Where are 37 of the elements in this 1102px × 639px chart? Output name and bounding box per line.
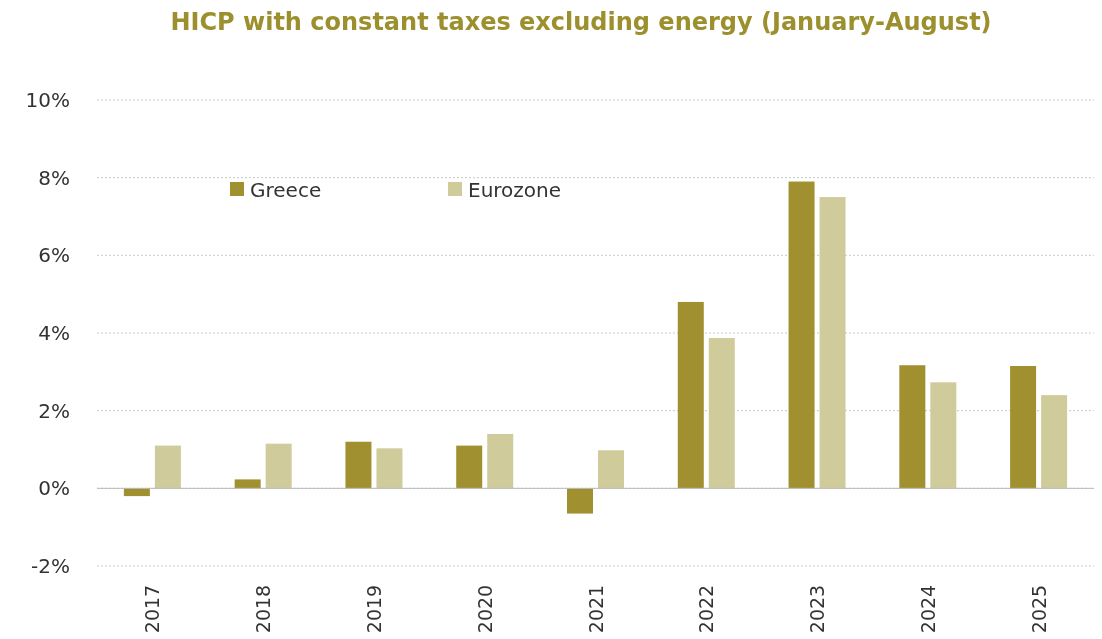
x-tick-label: 2020 xyxy=(473,584,496,634)
legend-label: Eurozone xyxy=(468,178,562,202)
x-tick-label: 2019 xyxy=(362,584,385,634)
bar xyxy=(567,488,593,514)
x-tick-label: 2025 xyxy=(1027,584,1050,634)
y-tick-label: 6% xyxy=(38,243,70,268)
y-tick-label: 2% xyxy=(38,398,70,423)
bar xyxy=(788,181,815,489)
bar xyxy=(1041,395,1068,489)
bar xyxy=(456,445,483,489)
x-tick-label: 2024 xyxy=(916,584,939,634)
y-tick-label: 10% xyxy=(25,88,70,112)
bar xyxy=(487,433,514,489)
x-tick-label: 2018 xyxy=(252,584,275,634)
chart-title: HICP with constant taxes excluding energy (January-August) xyxy=(170,8,992,36)
x-tick-label: 2023 xyxy=(806,584,829,634)
bar xyxy=(708,338,735,489)
bar xyxy=(930,382,957,489)
bar xyxy=(677,301,704,489)
bar xyxy=(265,443,292,489)
bar xyxy=(598,450,624,489)
x-tick-label: 2021 xyxy=(584,584,607,634)
x-tick-label: 2022 xyxy=(695,584,718,634)
bar xyxy=(899,365,926,489)
legend-label: Greece xyxy=(250,178,322,202)
bar xyxy=(819,197,846,489)
y-tick-label: 8% xyxy=(38,165,70,190)
y-tick-label: -2% xyxy=(31,554,70,578)
bar xyxy=(376,448,403,489)
y-tick-label: 0% xyxy=(38,476,70,501)
bar xyxy=(1010,366,1037,489)
x-tick-label: 2017 xyxy=(141,584,164,634)
bar xyxy=(234,479,261,489)
bar xyxy=(154,445,181,489)
bar xyxy=(123,488,150,497)
y-tick-label: 4% xyxy=(38,321,70,345)
bar xyxy=(345,441,372,489)
